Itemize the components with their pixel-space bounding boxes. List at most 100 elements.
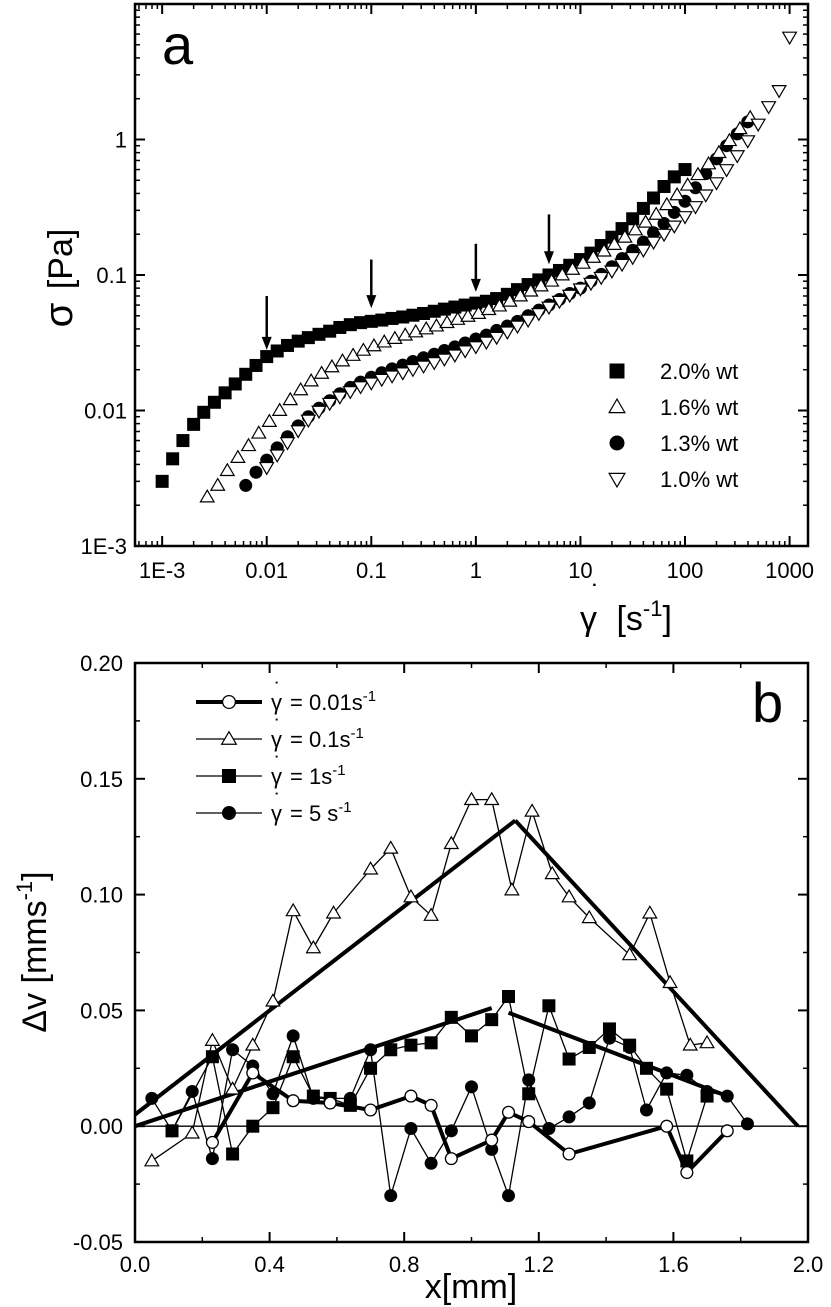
data-point	[522, 1073, 536, 1087]
data-point	[271, 402, 288, 416]
data-point	[331, 391, 348, 405]
legend-symbol: γ	[271, 801, 282, 826]
panel-a-y-tick-label: 1E-3	[81, 534, 127, 559]
legend-label-exp: -1	[363, 688, 376, 705]
data-point	[660, 1066, 674, 1080]
data-point	[465, 1029, 478, 1043]
data-point	[437, 302, 451, 316]
panel-a-x-tick-label: 1000	[765, 558, 814, 583]
panel-a-xlabel-unit-end: ]	[662, 600, 671, 638]
data-point	[718, 164, 735, 178]
data-point	[463, 791, 480, 806]
data-point	[697, 189, 714, 203]
data-point	[185, 1084, 199, 1098]
data-point	[323, 1096, 337, 1110]
data-point	[176, 434, 190, 448]
data-point	[269, 449, 286, 463]
data-point	[499, 326, 516, 340]
data-point	[282, 391, 299, 406]
panel-a-points	[155, 31, 798, 503]
legend-label: = 0.1s-1	[290, 725, 364, 752]
data-point	[306, 1089, 320, 1103]
data-point	[406, 308, 420, 322]
data-point	[501, 1105, 516, 1119]
data-point	[522, 1115, 536, 1129]
data-point	[771, 85, 787, 99]
data-point	[258, 461, 275, 476]
data-point	[639, 1103, 653, 1117]
data-point	[444, 1152, 458, 1166]
data-point	[581, 909, 598, 924]
data-point	[666, 220, 683, 235]
data-point	[384, 1189, 398, 1203]
data-point	[679, 177, 696, 191]
data-point	[343, 318, 357, 332]
data-point	[551, 295, 568, 310]
data-point	[509, 320, 526, 335]
data-point	[343, 1098, 357, 1112]
data-point	[403, 888, 419, 903]
data-point	[678, 163, 692, 177]
data-point	[593, 271, 610, 286]
panel-b: 0.0 0.4 0.8 1.2 1.6 2.0 -0.05 0.00 0.05 0.10 0.15 0…	[12, 651, 823, 1306]
data-point	[533, 277, 549, 292]
panel-b-y-tick-label: 0.10	[80, 883, 123, 908]
data-point	[457, 345, 474, 359]
data-point	[662, 974, 678, 989]
data-point	[720, 1089, 734, 1103]
arrow-head	[470, 278, 481, 292]
data-point	[352, 381, 369, 395]
data-point	[199, 488, 216, 503]
panel-a-xlabel-unit: [s	[616, 600, 642, 638]
data-point	[657, 179, 671, 193]
data-point	[483, 791, 500, 806]
data-point	[690, 166, 706, 181]
data-point	[524, 803, 540, 817]
data-point	[384, 370, 400, 384]
data-point	[300, 414, 317, 429]
panel-b-x-tick-label: 0.8	[389, 1252, 420, 1277]
legend-label-exp: -1	[332, 762, 345, 779]
data-point	[488, 331, 505, 346]
data-point	[700, 155, 717, 170]
legend-label: = 5 s-1	[290, 799, 352, 826]
panel-a-y-tick-label: 0.1	[96, 263, 127, 288]
data-point	[669, 186, 685, 201]
data-point	[145, 1091, 159, 1105]
data-point	[781, 31, 798, 46]
data-point	[265, 993, 281, 1007]
data-point	[667, 170, 681, 184]
data-point	[561, 888, 577, 903]
data-point	[467, 341, 484, 355]
data-point	[404, 1122, 418, 1136]
legend-marker	[608, 397, 626, 414]
legend-marker	[222, 769, 236, 783]
data-point	[292, 381, 309, 396]
data-point	[614, 258, 630, 273]
data-point	[657, 216, 671, 230]
data-point	[424, 1098, 438, 1112]
legend-marker	[220, 730, 238, 745]
data-point	[239, 478, 253, 492]
panel-a-xlabel-exp: -1	[643, 596, 663, 621]
fit-line	[133, 818, 517, 1117]
data-point	[197, 405, 211, 419]
data-point	[266, 1087, 280, 1101]
data-point	[286, 1094, 300, 1108]
data-point	[542, 999, 556, 1013]
data-point	[711, 144, 727, 159]
panel-a-ticks: 1E-3 0.01 0.1 1 10 100 1000 1E-3 0.01 0.1 1	[81, 4, 814, 583]
panel-a-arrows	[261, 214, 554, 350]
data-point	[415, 360, 432, 375]
data-point	[376, 334, 393, 348]
panel-a-x-tick-label: 100	[667, 558, 704, 583]
data-point	[636, 201, 650, 215]
panel-b-y-tick-label: 0.20	[80, 651, 123, 676]
data-point	[602, 1022, 616, 1036]
data-point	[285, 902, 302, 917]
data-point	[424, 1156, 438, 1170]
data-point	[562, 1052, 576, 1066]
data-point	[342, 386, 359, 400]
panel-b-x-tick-label: 0.0	[120, 1252, 151, 1277]
data-point	[218, 386, 232, 400]
